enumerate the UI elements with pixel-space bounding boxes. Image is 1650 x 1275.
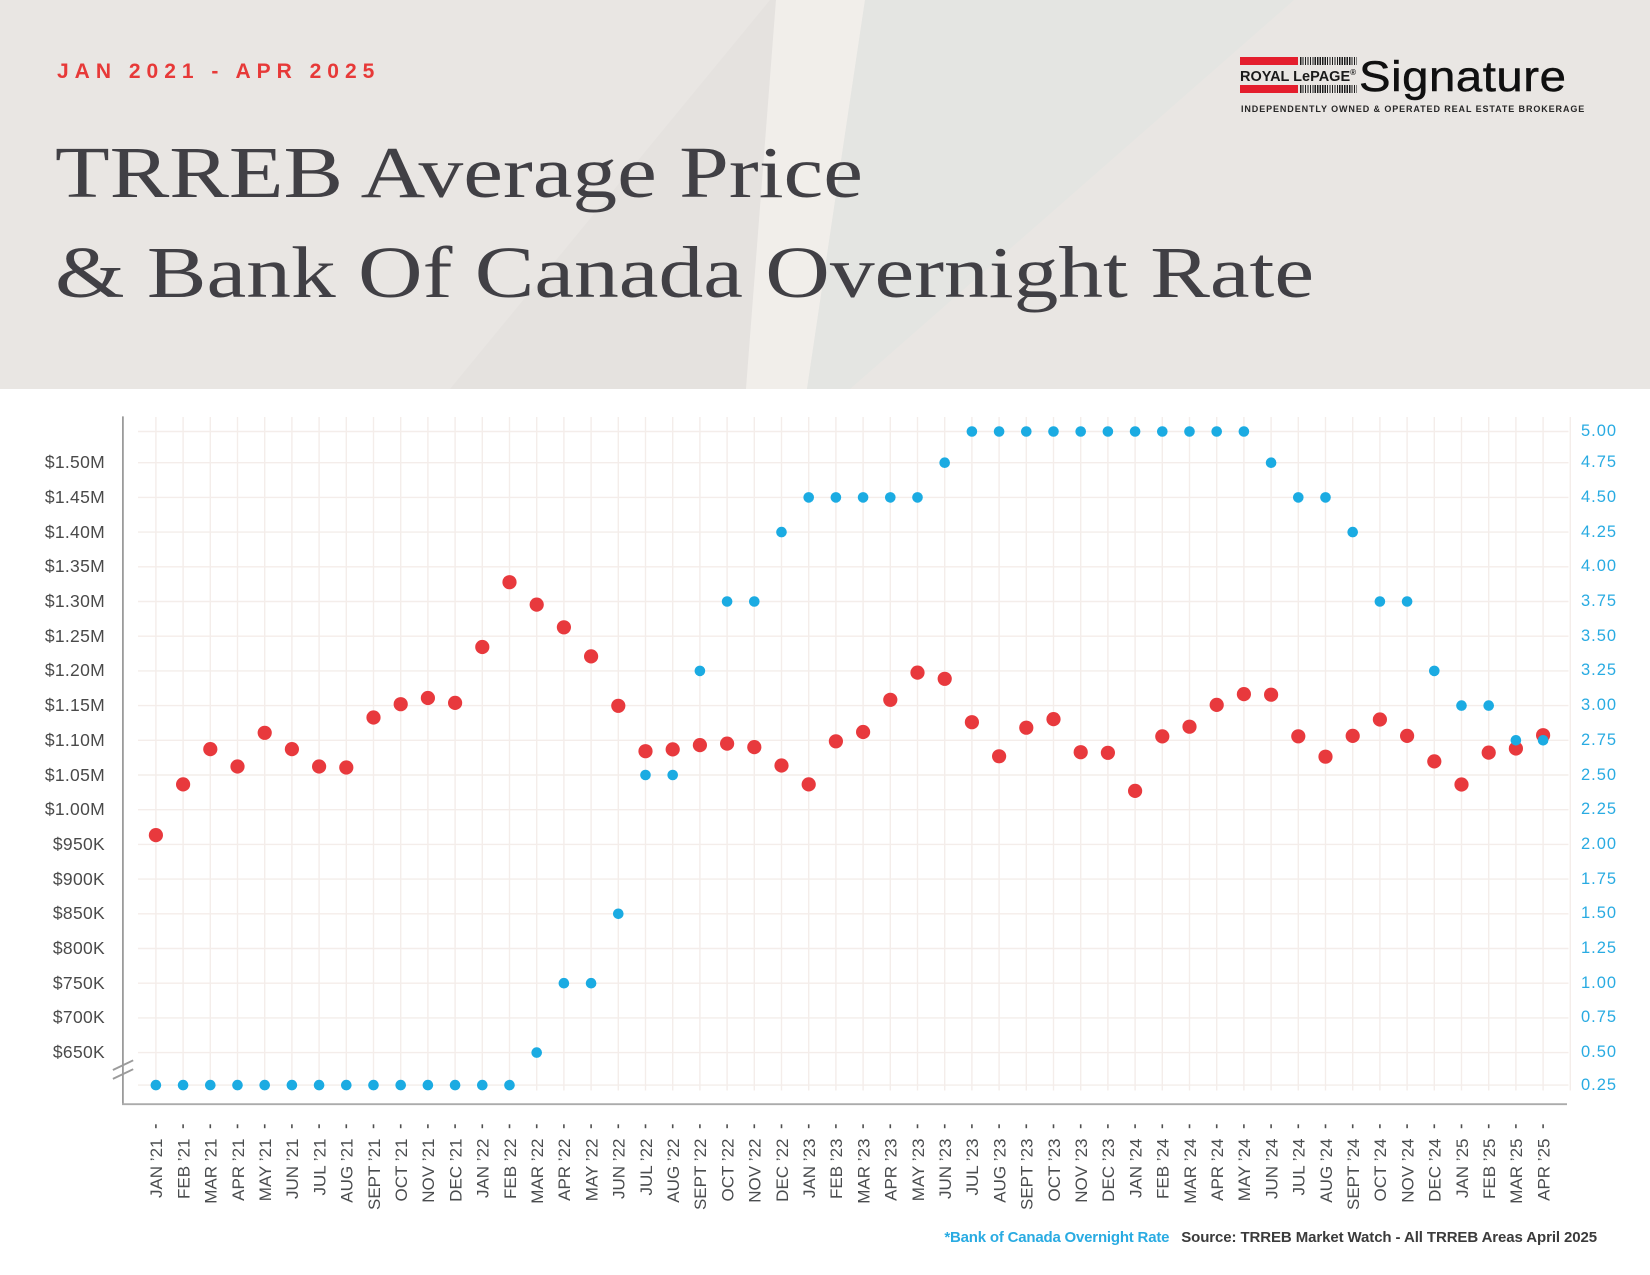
- svg-text:DEC ’24: DEC ’24: [1426, 1139, 1445, 1202]
- svg-text:JUN ’24: JUN ’24: [1262, 1139, 1281, 1199]
- svg-text:OCT ’24: OCT ’24: [1371, 1139, 1390, 1202]
- svg-text:MAR ’24: MAR ’24: [1181, 1139, 1200, 1204]
- svg-text:FEB ’24: FEB ’24: [1154, 1139, 1173, 1199]
- svg-text:JAN ’24: JAN ’24: [1126, 1139, 1145, 1199]
- svg-text:FEB ’22: FEB ’22: [501, 1139, 520, 1199]
- svg-text:AUG ’23: AUG ’23: [990, 1139, 1009, 1203]
- svg-text:MAY ’22: MAY ’22: [582, 1139, 601, 1202]
- svg-text:SEPT ’21: SEPT ’21: [365, 1139, 384, 1211]
- svg-text:JUN ’21: JUN ’21: [283, 1139, 302, 1199]
- svg-text:DEC ’21: DEC ’21: [446, 1139, 465, 1202]
- svg-text:DEC ’23: DEC ’23: [1099, 1139, 1118, 1202]
- svg-text:JUL ’24: JUL ’24: [1290, 1139, 1309, 1196]
- svg-text:JUN ’23: JUN ’23: [936, 1139, 955, 1199]
- svg-text:APR ’22: APR ’22: [555, 1139, 574, 1201]
- svg-text:OCT ’22: OCT ’22: [718, 1139, 737, 1202]
- svg-text:FEB ’25: FEB ’25: [1480, 1139, 1499, 1199]
- svg-text:JUL ’22: JUL ’22: [637, 1139, 656, 1196]
- svg-text:MAY ’23: MAY ’23: [909, 1139, 928, 1202]
- svg-text:SEPT ’23: SEPT ’23: [1018, 1139, 1037, 1211]
- svg-text:AUG ’24: AUG ’24: [1317, 1139, 1336, 1203]
- svg-text:MAR ’23: MAR ’23: [854, 1139, 873, 1204]
- svg-text:APR ’25: APR ’25: [1534, 1139, 1553, 1201]
- svg-text:SEPT ’24: SEPT ’24: [1344, 1139, 1363, 1211]
- svg-text:MAY ’24: MAY ’24: [1235, 1139, 1254, 1202]
- svg-text:AUG ’22: AUG ’22: [664, 1139, 683, 1203]
- svg-text:APR ’21: APR ’21: [229, 1139, 248, 1201]
- svg-text:JAN ’25: JAN ’25: [1453, 1139, 1472, 1199]
- svg-text:DEC ’22: DEC ’22: [773, 1139, 792, 1202]
- svg-text:NOV ’21: NOV ’21: [419, 1139, 438, 1203]
- svg-text:NOV ’24: NOV ’24: [1398, 1139, 1417, 1203]
- svg-text:OCT ’21: OCT ’21: [392, 1139, 411, 1202]
- svg-text:APR ’23: APR ’23: [882, 1139, 901, 1201]
- svg-text:NOV ’23: NOV ’23: [1072, 1139, 1091, 1203]
- svg-text:JUN ’22: JUN ’22: [610, 1139, 629, 1199]
- svg-text:APR ’24: APR ’24: [1208, 1139, 1227, 1201]
- svg-text:MAY ’21: MAY ’21: [256, 1139, 275, 1202]
- svg-text:AUG ’21: AUG ’21: [338, 1139, 357, 1203]
- svg-text:MAR ’22: MAR ’22: [528, 1139, 547, 1204]
- svg-text:SEPT ’22: SEPT ’22: [691, 1139, 710, 1211]
- svg-text:JAN ’21: JAN ’21: [147, 1139, 166, 1199]
- svg-text:FEB ’23: FEB ’23: [827, 1139, 846, 1199]
- svg-text:MAR ’21: MAR ’21: [202, 1139, 221, 1204]
- svg-text:MAR ’25: MAR ’25: [1507, 1139, 1526, 1204]
- svg-text:OCT ’23: OCT ’23: [1045, 1139, 1064, 1202]
- svg-text:JUL ’23: JUL ’23: [963, 1139, 982, 1196]
- svg-text:FEB ’21: FEB ’21: [174, 1139, 193, 1199]
- svg-text:NOV ’22: NOV ’22: [746, 1139, 765, 1203]
- svg-text:JAN ’22: JAN ’22: [474, 1139, 493, 1199]
- svg-text:JAN ’23: JAN ’23: [800, 1139, 819, 1199]
- svg-text:JUL ’21: JUL ’21: [310, 1139, 329, 1196]
